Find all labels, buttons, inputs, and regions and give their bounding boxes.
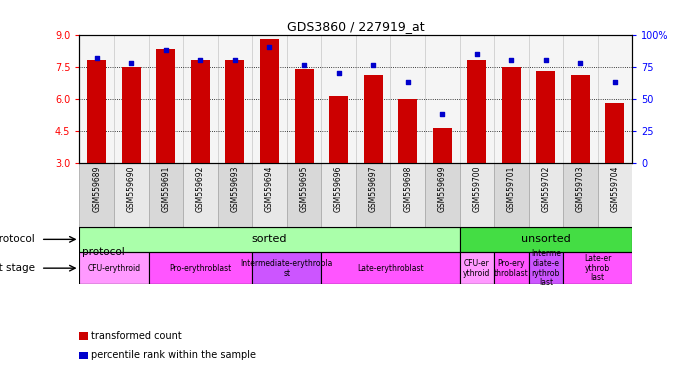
Text: Interme
diate-e
rythrob
last: Interme diate-e rythrob last	[531, 249, 561, 287]
Point	[91, 55, 102, 61]
Point	[195, 57, 206, 63]
Bar	[494, 252, 529, 284]
Bar	[460, 227, 632, 252]
Point	[575, 60, 586, 66]
Bar	[460, 162, 494, 227]
Point	[506, 57, 517, 63]
Bar	[149, 162, 183, 227]
Bar	[122, 66, 141, 162]
Bar	[605, 103, 625, 162]
Text: GSM559689: GSM559689	[92, 166, 102, 212]
Bar	[536, 71, 556, 162]
Text: Pro-ery
throblast: Pro-ery throblast	[494, 259, 529, 278]
Bar	[79, 162, 114, 227]
Bar	[329, 96, 348, 162]
Bar	[398, 99, 417, 162]
Bar	[87, 60, 106, 162]
Text: development stage: development stage	[0, 263, 35, 273]
Bar	[363, 75, 383, 162]
Bar	[321, 162, 356, 227]
Point	[333, 70, 344, 76]
Bar	[252, 162, 287, 227]
Bar	[460, 252, 494, 284]
Text: GSM559694: GSM559694	[265, 166, 274, 212]
Point	[437, 111, 448, 117]
Bar	[79, 252, 149, 284]
Text: Late-er
ythrob
last: Late-er ythrob last	[584, 254, 612, 282]
Point	[540, 57, 551, 63]
Text: GSM559692: GSM559692	[196, 166, 205, 212]
Point	[299, 62, 310, 68]
Text: unsorted: unsorted	[521, 234, 571, 244]
Bar	[225, 60, 245, 162]
Text: GSM559701: GSM559701	[507, 166, 516, 212]
Bar	[183, 162, 218, 227]
Text: GSM559693: GSM559693	[230, 166, 240, 212]
Text: transformed count: transformed count	[91, 331, 182, 341]
Bar	[156, 50, 176, 162]
Point	[471, 51, 482, 57]
Bar	[494, 162, 529, 227]
Point	[264, 44, 275, 50]
Title: GDS3860 / 227919_at: GDS3860 / 227919_at	[287, 20, 425, 33]
Text: sorted: sorted	[252, 234, 287, 244]
Text: Late-erythroblast: Late-erythroblast	[357, 264, 424, 273]
Bar	[114, 162, 149, 227]
Text: GSM559702: GSM559702	[541, 166, 551, 212]
Bar	[529, 162, 563, 227]
Text: GSM559700: GSM559700	[472, 166, 482, 212]
Point	[368, 62, 379, 68]
Text: GSM559690: GSM559690	[126, 166, 136, 212]
Bar	[218, 162, 252, 227]
Text: GSM559697: GSM559697	[368, 166, 378, 212]
Text: percentile rank within the sample: percentile rank within the sample	[91, 350, 256, 360]
Text: Intermediate-erythrobla
st: Intermediate-erythrobla st	[240, 259, 333, 278]
Bar	[425, 162, 460, 227]
Text: GSM559699: GSM559699	[437, 166, 447, 212]
Text: GSM559704: GSM559704	[610, 166, 620, 212]
Bar	[563, 162, 598, 227]
Text: protocol: protocol	[0, 234, 35, 244]
Bar	[502, 66, 521, 162]
Text: CFU-erythroid: CFU-erythroid	[88, 264, 140, 273]
Bar	[563, 252, 632, 284]
Text: GSM559696: GSM559696	[334, 166, 343, 212]
Point	[229, 57, 240, 63]
Bar	[321, 252, 460, 284]
Point	[402, 79, 413, 85]
Bar	[252, 252, 321, 284]
Bar	[433, 128, 452, 162]
Bar	[529, 252, 563, 284]
Bar	[390, 162, 425, 227]
Bar	[149, 252, 252, 284]
Bar	[598, 162, 632, 227]
Text: GSM559698: GSM559698	[403, 166, 413, 212]
Point	[126, 60, 137, 66]
Bar	[356, 162, 390, 227]
Point	[609, 79, 621, 85]
Text: GSM559691: GSM559691	[161, 166, 171, 212]
Text: GSM559703: GSM559703	[576, 166, 585, 212]
Point	[160, 47, 171, 53]
Bar	[260, 39, 279, 162]
Text: GSM559695: GSM559695	[299, 166, 309, 212]
Bar	[467, 60, 486, 162]
Bar	[191, 60, 210, 162]
Bar	[79, 227, 460, 252]
Bar	[294, 69, 314, 162]
Text: protocol: protocol	[82, 247, 125, 257]
Text: Pro-erythroblast: Pro-erythroblast	[169, 264, 231, 273]
Bar	[287, 162, 321, 227]
Text: CFU-er
ythroid: CFU-er ythroid	[463, 259, 491, 278]
Bar	[571, 75, 590, 162]
